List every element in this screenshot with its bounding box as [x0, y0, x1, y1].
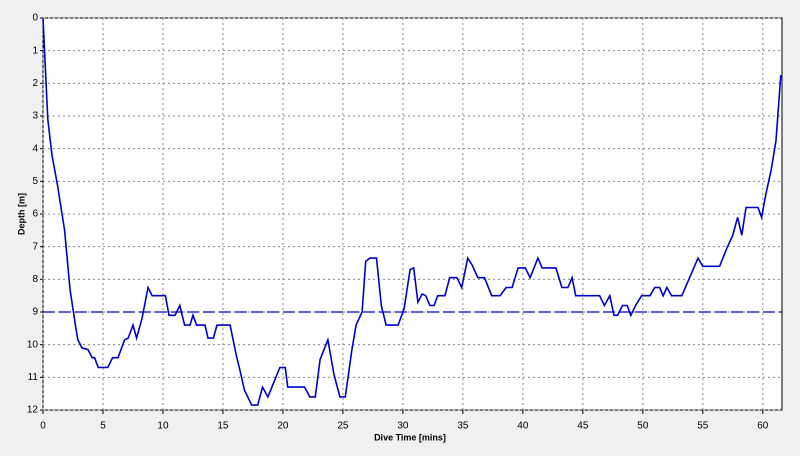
x-tick-label: 0 — [40, 421, 46, 432]
y-tick-label: 7 — [32, 241, 38, 252]
y-tick-label: 8 — [32, 274, 38, 285]
x-tick-label: 5 — [100, 421, 106, 432]
y-tick-label: 9 — [32, 307, 38, 318]
y-tick-label: 11 — [28, 372, 39, 383]
y-tick-label: 0 — [32, 13, 38, 24]
y-tick-label: 10 — [27, 339, 39, 350]
y-tick-label: 5 — [32, 176, 38, 187]
x-tick-label: 60 — [757, 421, 769, 432]
y-axis-label: Depth [m] — [16, 193, 26, 235]
y-tick-label: 12 — [27, 405, 39, 416]
y-tick-label: 3 — [32, 111, 38, 122]
y-tick-label: 1 — [32, 45, 38, 56]
x-tick-label: 30 — [397, 421, 409, 432]
y-tick-label: 2 — [32, 78, 38, 89]
x-tick-label: 25 — [337, 421, 349, 432]
x-tick-label: 50 — [637, 421, 649, 432]
x-tick-label: 15 — [217, 421, 229, 432]
x-tick-label: 45 — [577, 421, 589, 432]
x-tick-label: 40 — [517, 421, 529, 432]
y-tick-label: 4 — [32, 143, 38, 154]
x-tick-label: 35 — [457, 421, 469, 432]
x-tick-label: 55 — [697, 421, 709, 432]
y-tick-label: 6 — [32, 209, 38, 220]
x-tick-label: 20 — [277, 421, 289, 432]
x-axis-label: Dive Time [mins] — [374, 432, 446, 442]
depth-line — [42, 17, 782, 406]
x-tick-label: 10 — [157, 421, 169, 432]
